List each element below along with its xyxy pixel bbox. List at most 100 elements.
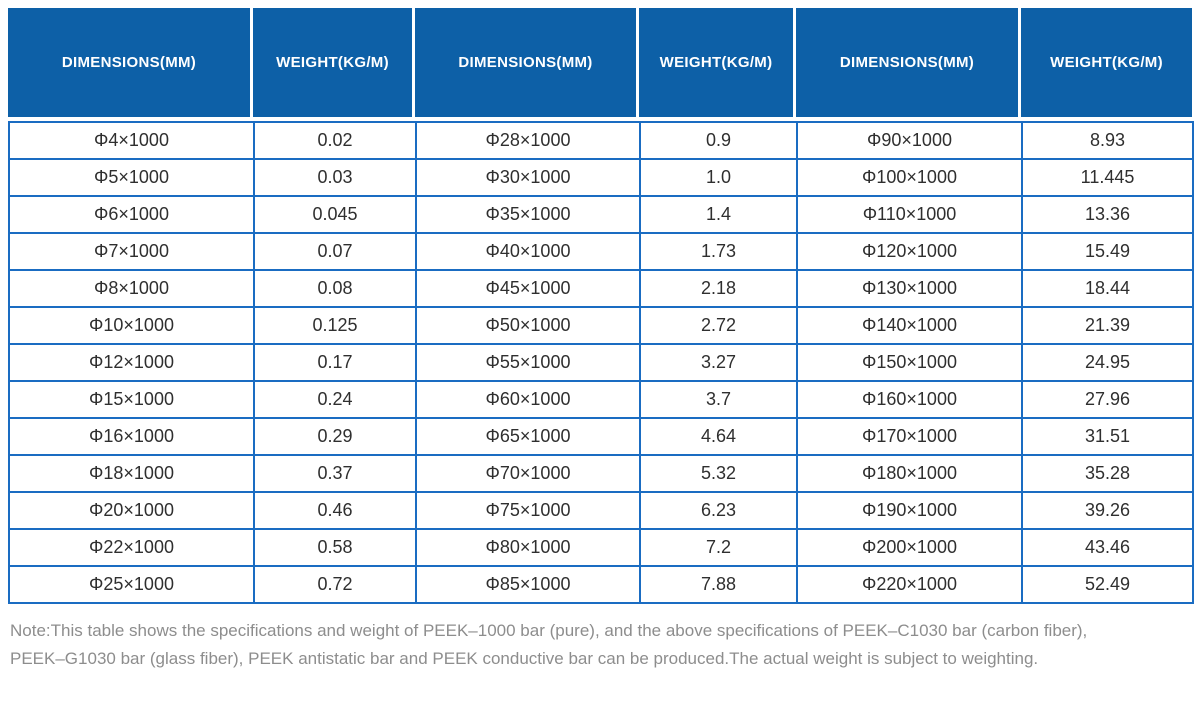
cell-dimensions: Φ5×1000 [8,158,255,197]
cell-weight: 39.26 [1021,491,1194,530]
header-weight: WEIGHT(KG/M) [1021,8,1192,117]
cell-dimensions: Φ45×1000 [415,269,641,308]
cell-dimensions: Φ60×1000 [415,380,641,419]
cell-dimensions: Φ220×1000 [796,565,1023,604]
table-row: Φ15×1000 0.24 Φ60×1000 3.7 Φ160×1000 27.96 [8,380,1194,419]
peek-bar-spec-table: DIMENSIONS(MM) WEIGHT(KG/M) DIMENSIONS(MM)… [8,8,1194,604]
cell-dimensions: Φ150×1000 [796,343,1023,382]
cell-dimensions: Φ25×1000 [8,565,255,604]
cell-dimensions: Φ90×1000 [796,121,1023,160]
cell-weight: 13.36 [1021,195,1194,234]
cell-weight: 11.445 [1021,158,1194,197]
cell-dimensions: Φ6×1000 [8,195,255,234]
cell-weight: 7.2 [639,528,798,567]
cell-weight: 0.03 [253,158,417,197]
header-weight: WEIGHT(KG/M) [253,8,415,117]
cell-dimensions: Φ12×1000 [8,343,255,382]
cell-weight: 2.72 [639,306,798,345]
cell-dimensions: Φ22×1000 [8,528,255,567]
cell-weight: 1.0 [639,158,798,197]
header-dimensions: DIMENSIONS(MM) [796,8,1021,117]
cell-weight: 0.29 [253,417,417,456]
cell-dimensions: Φ190×1000 [796,491,1023,530]
cell-weight: 0.58 [253,528,417,567]
table-header-row: DIMENSIONS(MM) WEIGHT(KG/M) DIMENSIONS(MM)… [8,8,1192,117]
cell-dimensions: Φ20×1000 [8,491,255,530]
table-row: Φ4×1000 0.02 Φ28×1000 0.9 Φ90×1000 8.93 [8,121,1194,160]
cell-weight: 0.72 [253,565,417,604]
cell-weight: 0.045 [253,195,417,234]
cell-dimensions: Φ200×1000 [796,528,1023,567]
cell-weight: 15.49 [1021,232,1194,271]
cell-weight: 8.93 [1021,121,1194,160]
cell-dimensions: Φ120×1000 [796,232,1023,271]
cell-weight: 27.96 [1021,380,1194,419]
cell-weight: 0.37 [253,454,417,493]
header-dimensions: DIMENSIONS(MM) [8,8,253,117]
cell-dimensions: Φ10×1000 [8,306,255,345]
table-note: Note:This table shows the specifications… [10,617,1190,672]
cell-dimensions: Φ15×1000 [8,380,255,419]
cell-dimensions: Φ28×1000 [415,121,641,160]
table-row: Φ16×1000 0.29 Φ65×1000 4.64 Φ170×1000 31.51 [8,417,1194,456]
table-row: Φ22×1000 0.58 Φ80×1000 7.2 Φ200×1000 43.46 [8,528,1194,567]
cell-weight: 0.9 [639,121,798,160]
cell-dimensions: Φ100×1000 [796,158,1023,197]
cell-weight: 7.88 [639,565,798,604]
cell-dimensions: Φ80×1000 [415,528,641,567]
cell-weight: 2.18 [639,269,798,308]
cell-dimensions: Φ50×1000 [415,306,641,345]
note-line-2: PEEK–G1030 bar (glass fiber), PEEK antis… [10,648,1039,668]
cell-weight: 0.07 [253,232,417,271]
cell-dimensions: Φ35×1000 [415,195,641,234]
cell-weight: 0.08 [253,269,417,308]
cell-dimensions: Φ180×1000 [796,454,1023,493]
cell-dimensions: Φ75×1000 [415,491,641,530]
cell-dimensions: Φ8×1000 [8,269,255,308]
cell-weight: 18.44 [1021,269,1194,308]
table-row: Φ20×1000 0.46 Φ75×1000 6.23 Φ190×1000 39.26 [8,491,1194,530]
cell-weight: 6.23 [639,491,798,530]
cell-weight: 24.95 [1021,343,1194,382]
cell-dimensions: Φ4×1000 [8,121,255,160]
cell-weight: 1.73 [639,232,798,271]
table-row: Φ18×1000 0.37 Φ70×1000 5.32 Φ180×1000 35.28 [8,454,1194,493]
cell-dimensions: Φ160×1000 [796,380,1023,419]
cell-weight: 5.32 [639,454,798,493]
cell-weight: 0.125 [253,306,417,345]
cell-dimensions: Φ140×1000 [796,306,1023,345]
cell-dimensions: Φ40×1000 [415,232,641,271]
cell-weight: 1.4 [639,195,798,234]
table-row: Φ25×1000 0.72 Φ85×1000 7.88 Φ220×1000 52.49 [8,565,1194,604]
cell-weight: 43.46 [1021,528,1194,567]
table-row: Φ10×1000 0.125 Φ50×1000 2.72 Φ140×1000 21.39 [8,306,1194,345]
cell-weight: 31.51 [1021,417,1194,456]
cell-dimensions: Φ18×1000 [8,454,255,493]
cell-weight: 0.24 [253,380,417,419]
cell-dimensions: Φ110×1000 [796,195,1023,234]
cell-dimensions: Φ55×1000 [415,343,641,382]
cell-weight: 21.39 [1021,306,1194,345]
table-row: Φ6×1000 0.045 Φ35×1000 1.4 Φ110×1000 13.36 [8,195,1194,234]
cell-weight: 35.28 [1021,454,1194,493]
cell-dimensions: Φ170×1000 [796,417,1023,456]
header-weight: WEIGHT(KG/M) [639,8,796,117]
cell-dimensions: Φ85×1000 [415,565,641,604]
table-row: Φ5×1000 0.03 Φ30×1000 1.0 Φ100×1000 11.445 [8,158,1194,197]
cell-weight: 0.17 [253,343,417,382]
cell-dimensions: Φ70×1000 [415,454,641,493]
table-row: Φ12×1000 0.17 Φ55×1000 3.27 Φ150×1000 24.95 [8,343,1194,382]
header-dimensions: DIMENSIONS(MM) [415,8,639,117]
table-body: Φ4×1000 0.02 Φ28×1000 0.9 Φ90×1000 8.93 Φ5×100… [8,121,1194,604]
cell-dimensions: Φ130×1000 [796,269,1023,308]
cell-weight: 0.46 [253,491,417,530]
note-line-1: Note:This table shows the specifications… [10,621,1088,640]
cell-weight: 3.27 [639,343,798,382]
cell-dimensions: Φ30×1000 [415,158,641,197]
cell-weight: 3.7 [639,380,798,419]
table-row: Φ7×1000 0.07 Φ40×1000 1.73 Φ120×1000 15.49 [8,232,1194,271]
cell-weight: 52.49 [1021,565,1194,604]
cell-dimensions: Φ7×1000 [8,232,255,271]
cell-dimensions: Φ65×1000 [415,417,641,456]
